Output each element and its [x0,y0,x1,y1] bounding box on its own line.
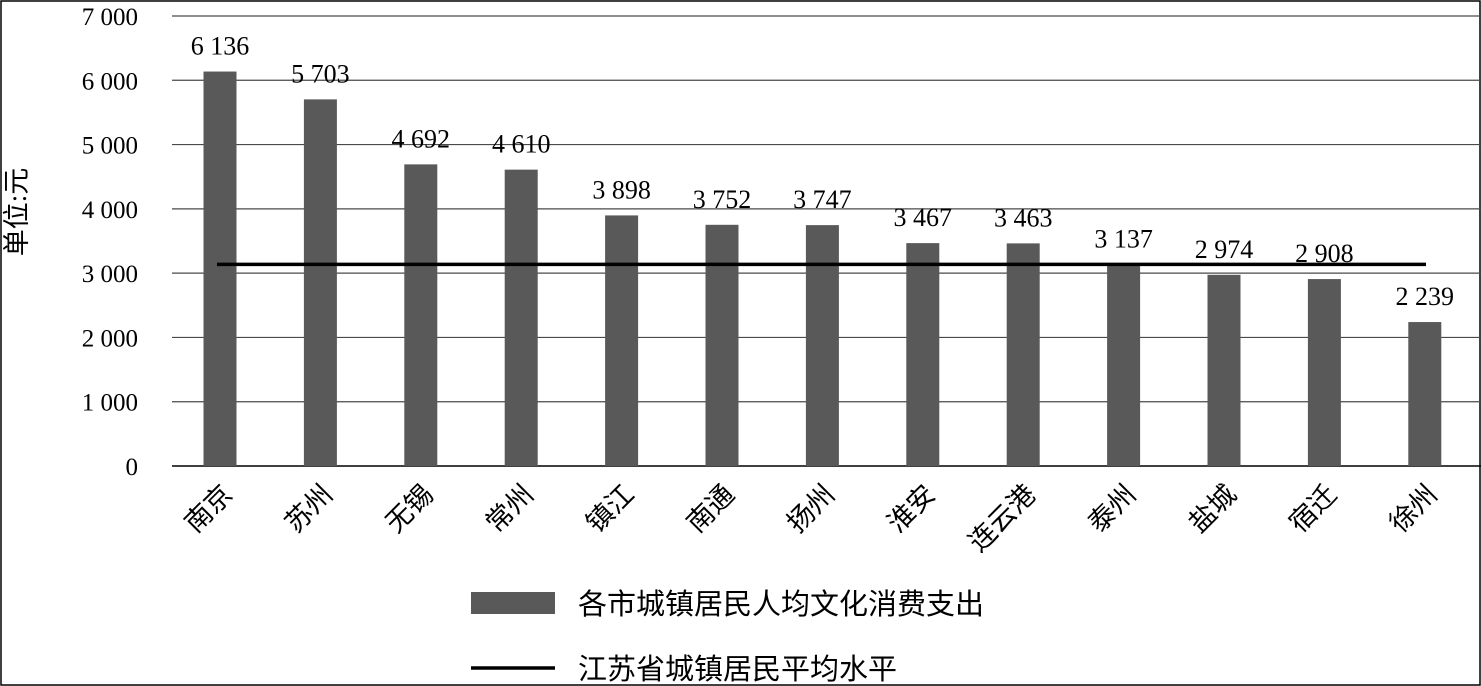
x-tick-label: 无锡 [380,479,439,538]
x-tick-label: 泰州 [1082,479,1141,538]
x-tick-label: 苏州 [279,479,338,538]
legend: 各市城镇居民人均文化消费支出 江苏省城镇居民平均水平 [471,588,984,686]
data-label: 4 610 [492,130,551,159]
x-tick-label: 常州 [480,479,539,538]
y-axis-ticks: 0 1 000 2 000 3 000 4 000 5 000 6 000 7 000 [82,4,138,481]
bar [203,71,237,467]
bar [1207,274,1241,466]
data-label: 6 136 [191,32,250,61]
data-label: 3 463 [994,203,1053,232]
y-tick-label: 2 000 [82,325,138,352]
bar [303,99,337,466]
bar [504,169,538,466]
y-tick-label: 4 000 [82,197,138,224]
data-label: 4 692 [392,124,451,153]
x-tick-label: 南京 [179,479,238,538]
x-tick-label: 扬州 [781,479,840,538]
legend-swatch-bar [471,592,555,614]
y-tick-label: 0 [126,454,139,481]
x-tick-label: 盐城 [1183,479,1242,538]
x-tick-label: 徐州 [1384,479,1443,538]
bar [1107,264,1141,466]
bars [203,71,1442,467]
bar [805,225,839,466]
legend-label-line: 江苏省城镇居民平均水平 [578,653,897,686]
data-label: 2 239 [1396,282,1455,311]
x-tick-label: 南通 [681,479,740,538]
data-label: 3 747 [793,185,852,214]
x-axis-labels: 南京 苏州 无锡 常州 镇江 南通 扬州 淮安 连云港 泰州 盐城 宿迁 徐州 [179,479,1443,557]
bar [1307,279,1341,466]
x-tick-label: 连云港 [963,479,1041,557]
data-label: 2 974 [1195,235,1254,264]
legend-label-bar: 各市城镇居民人均文化消费支出 [578,588,984,621]
bar [605,215,639,466]
data-label: 3 137 [1094,224,1153,253]
gridlines [172,15,1481,467]
y-tick-label: 6 000 [82,68,138,95]
y-tick-label: 1 000 [82,390,138,417]
y-tick-label: 7 000 [82,4,138,31]
bar [1408,322,1442,466]
y-tick-label: 5 000 [82,133,138,160]
bar [705,224,739,466]
data-labels: 6 136 5 703 4 692 4 610 3 898 3 752 3 747 3 467… [191,32,1454,312]
x-tick-label: 淮安 [882,479,941,538]
data-label: 3 752 [693,185,752,214]
y-tick-label: 3 000 [82,261,138,288]
data-label: 5 703 [291,59,350,88]
x-tick-label: 镇江 [580,479,639,538]
y-axis-title: 单位:元 [2,168,32,257]
data-label: 3 467 [894,203,953,232]
x-tick-label: 宿迁 [1283,479,1342,538]
data-label: 3 898 [592,175,651,204]
bar [404,164,438,466]
bar [1006,243,1040,466]
bar [906,243,940,466]
